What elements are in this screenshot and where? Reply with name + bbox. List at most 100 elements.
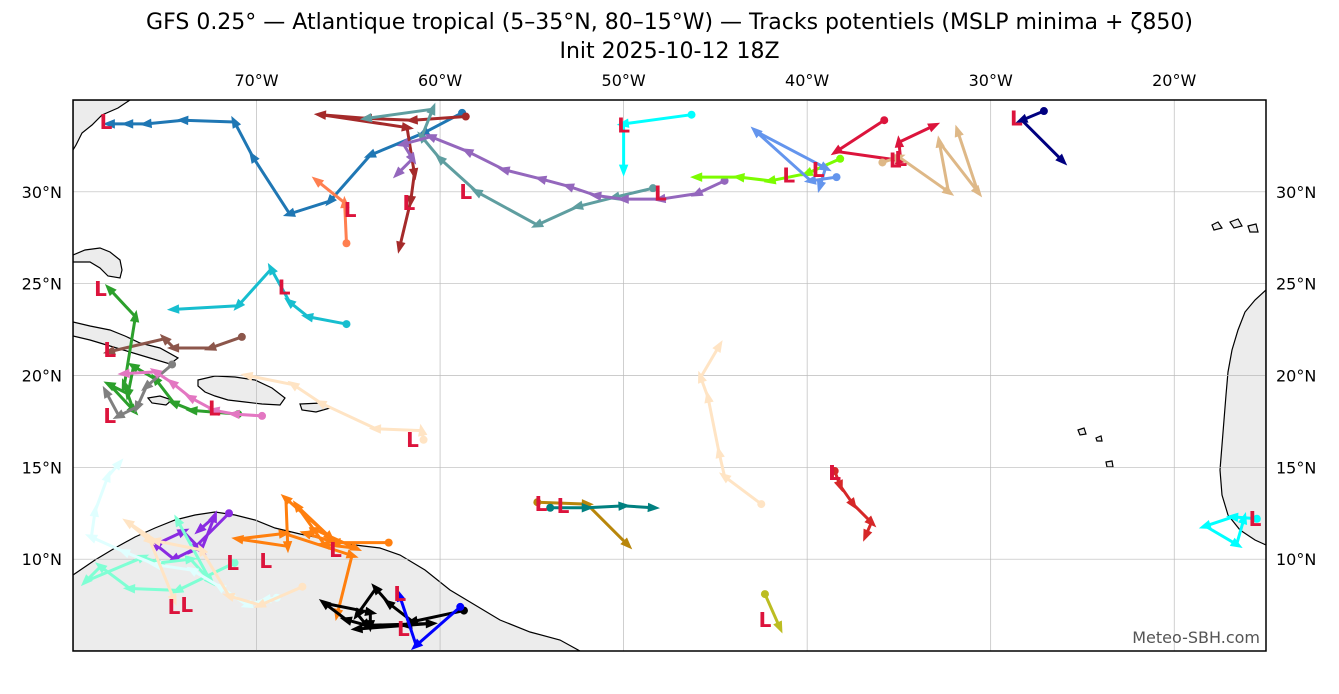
track-line [699,344,763,506]
track-arrow [618,164,629,177]
track-arrow [863,528,873,542]
track-arrow [1055,153,1068,166]
track-arrow [112,409,126,420]
track-arrow [117,368,130,379]
track-arrow [176,115,189,126]
lon-tick-label: 60°W [418,71,462,90]
track-arrow [418,423,428,437]
track-arrow [139,118,153,129]
track-arrow [970,184,983,198]
track-line [763,592,782,629]
track-start-dot [168,360,177,369]
low-marker: L [403,191,416,215]
track-arrow [184,394,198,405]
track-arrow [698,370,707,384]
track-arrow [864,515,877,528]
jamaica-land [146,395,174,406]
track-arrow [353,607,365,620]
track-arrow [426,102,436,116]
track-arrow [204,341,218,351]
track-arrow [718,472,732,484]
track-arrow [392,166,405,179]
track-arrow [282,207,296,217]
track-arrow [122,518,135,530]
track-arrow [159,333,172,346]
track-arrow [530,218,545,228]
track-10 [1015,107,1068,166]
lon-tick-label: 50°W [602,71,646,90]
track-15 [117,367,267,420]
low-marker: L [168,595,181,619]
track-start-dot [225,509,234,518]
track-start-dot [237,332,246,341]
track-arrow [292,500,304,513]
track-arrow [618,501,631,511]
low-marker: L [393,582,406,606]
track-arrow [311,176,325,188]
track-arrow [267,262,278,276]
track-arrow [396,589,406,603]
track-start-dot [384,538,393,547]
track-arrow [233,298,246,311]
low-marker: L [812,158,825,182]
low-marker: L [654,182,667,206]
low-marker: L [759,608,772,632]
low-marker: L [103,338,116,362]
track-arrow [101,469,111,483]
track-arrow [186,566,200,577]
florida-land [73,247,123,279]
lat-tick-label-left: 10°N [22,550,62,569]
low-marker: L [100,110,113,134]
track-arrow [122,584,136,594]
track-arrow [383,598,396,611]
track-start-dot [258,411,267,420]
low-marker: L [406,428,419,452]
track-arrow [461,148,475,158]
tracks-layer [80,102,1261,651]
low-marker: L [278,275,291,299]
africa-land [1219,289,1266,546]
track-arrow [589,191,602,201]
track-arrow [104,284,117,297]
track-arrow [732,173,745,183]
track-arrow [111,458,124,471]
track-28 [122,518,307,608]
track-arrow [171,583,185,594]
track-arrow [561,183,575,193]
low-marker: L [535,492,548,516]
track-arrow [222,592,236,602]
track-arrow [282,540,293,554]
track-arrow [124,387,134,401]
low-marker: L [1010,106,1023,130]
track-arrow [207,406,221,416]
track-11 [166,262,351,329]
track-arrow [117,549,131,559]
track-arrow [368,424,382,434]
track-19 [533,498,633,550]
track-24 [396,589,465,651]
track-arrow [773,620,783,634]
track-arrow [401,122,414,132]
low-marker: L [894,147,907,171]
track-arrow [1229,537,1243,549]
track-arrow [405,115,419,125]
track-arrow [1015,113,1029,123]
track-1 [311,176,351,248]
track-arrow [581,503,594,513]
low-marker: L [828,461,841,485]
track-start-dot [830,467,839,476]
track-arrow [134,400,144,414]
track-arrow [1198,519,1212,529]
low-marker: L [1249,507,1262,531]
track-arrow [425,618,438,629]
low-marker: L [397,617,410,641]
track-arrow [396,138,410,148]
track-arrow [818,161,832,172]
track-arrow [166,378,180,390]
track-arrow [80,574,93,587]
track-arrow [406,195,417,208]
lat-tick-label-left: 30°N [22,183,62,202]
track-arrow [227,409,240,420]
lat-tick-label-right: 10°N [1276,550,1316,569]
track-arrow [763,175,777,185]
